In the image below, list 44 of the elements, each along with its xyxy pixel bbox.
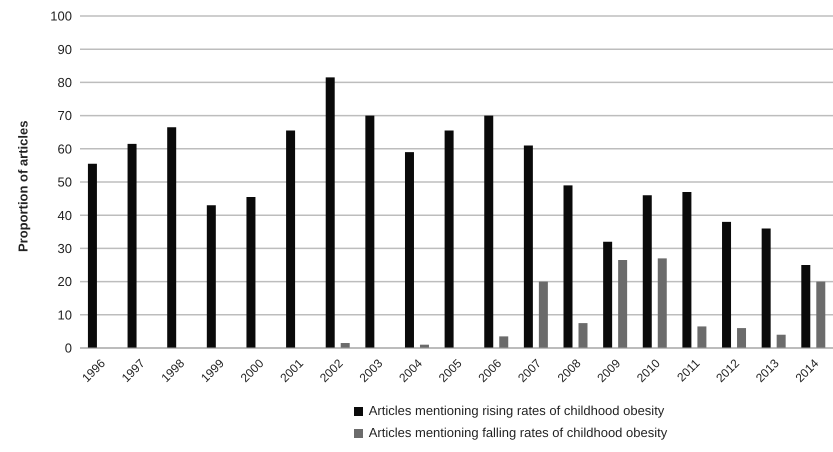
bar [564, 185, 573, 348]
y-tick-label: 20 [58, 274, 72, 290]
bar [737, 328, 746, 348]
bar [246, 196, 256, 348]
y-tick-label: 0 [64, 340, 72, 356]
legend-label: Articles mentioning falling rates of childhood obesity [368, 424, 668, 442]
bar [776, 334, 786, 348]
bar [618, 260, 628, 348]
y-tick-label: 50 [58, 174, 72, 190]
bar [658, 258, 667, 348]
bar [326, 77, 335, 348]
y-tick-label: 30 [58, 241, 72, 256]
bar [801, 265, 810, 348]
bar [128, 144, 137, 348]
bar [444, 130, 454, 348]
bar [206, 205, 216, 348]
y-tick-label: 40 [58, 208, 72, 223]
bar [642, 195, 652, 348]
y-tick-label: 80 [58, 75, 72, 90]
bar [499, 336, 508, 348]
y-tick-label: 60 [58, 141, 72, 156]
bar [340, 343, 350, 348]
bar [286, 130, 296, 348]
bar [524, 145, 533, 348]
bar [816, 282, 826, 348]
bar [762, 228, 771, 348]
bar [697, 326, 706, 348]
bar [88, 164, 97, 348]
bar [538, 282, 548, 348]
bar [167, 127, 176, 348]
y-axis-title: Proportion of articles [16, 120, 31, 252]
y-tick-label: 10 [58, 307, 72, 322]
bar [484, 116, 494, 348]
y-tick-label: 90 [58, 42, 72, 57]
bar [682, 192, 692, 348]
bar [722, 222, 732, 348]
bar [420, 344, 429, 348]
y-tick-label: 100 [50, 8, 72, 24]
y-tick-label: 70 [58, 108, 72, 124]
bar [404, 152, 414, 348]
legend-label: Articles mentioning rising rates of childhood obesity [368, 402, 664, 420]
bar [365, 116, 374, 348]
bar [603, 242, 612, 348]
bar [578, 323, 588, 348]
